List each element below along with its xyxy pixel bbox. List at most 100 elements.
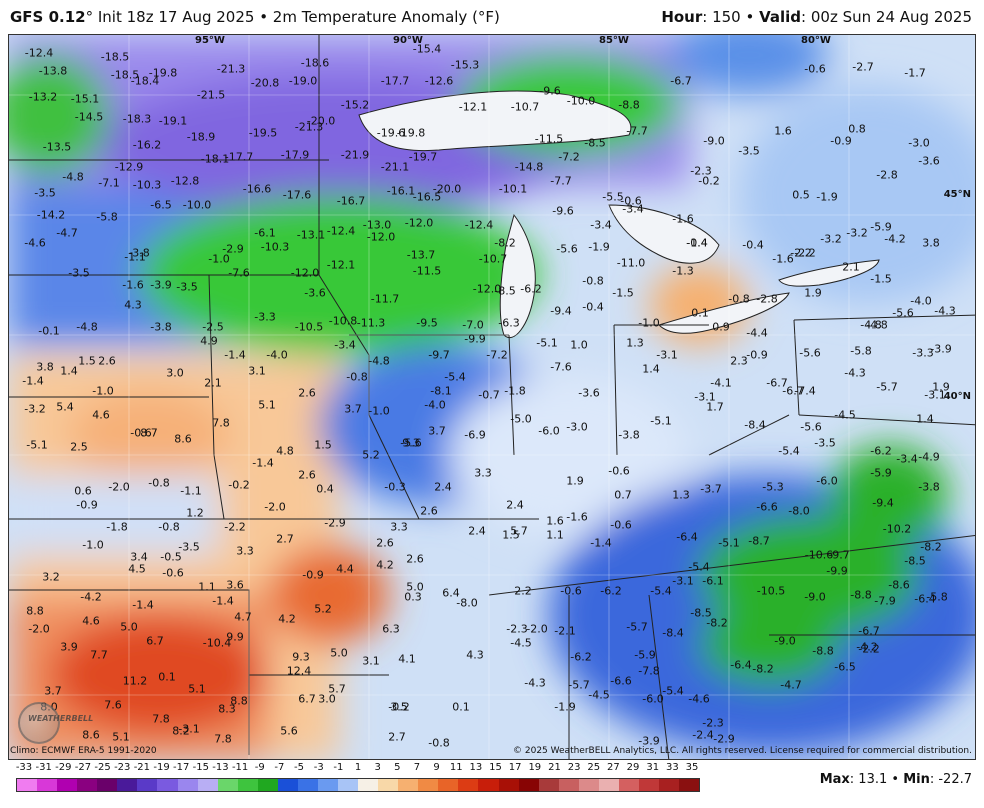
- anomaly-value: -1.0: [92, 384, 114, 398]
- anomaly-value: 1.9: [566, 474, 584, 488]
- anomaly-value: -2.9: [324, 516, 346, 530]
- anomaly-value: -0.8: [158, 520, 180, 534]
- colorbar-swatch: [598, 779, 619, 791]
- colorbar-swatch: [558, 779, 579, 791]
- colorbar-swatch: [659, 779, 680, 791]
- anomaly-value: -3.1: [178, 722, 200, 736]
- min-label: Min: [903, 772, 930, 787]
- anomaly-value: 0.4: [316, 482, 334, 496]
- anomaly-value: -14.5: [74, 110, 104, 124]
- anomaly-value: 8.6: [174, 432, 192, 446]
- anomaly-value: 3.8: [922, 236, 940, 250]
- anomaly-value: -1.5: [612, 286, 634, 300]
- colorbar-tick-label: 7: [413, 762, 421, 773]
- anomaly-value: -6.6: [756, 500, 778, 514]
- colorbar-swatch: [578, 779, 599, 791]
- anomaly-value: 6.4: [442, 586, 460, 600]
- anomaly-value: -4.8: [866, 318, 888, 332]
- anomaly-value: 0.8: [848, 122, 866, 136]
- anomaly-value: 0.1: [158, 670, 176, 684]
- anomaly-value: -10.3: [132, 178, 162, 192]
- hour-value: : 150 •: [702, 8, 760, 26]
- anomaly-value: -0.2: [388, 700, 410, 714]
- colorbar-tick-label: 19: [528, 762, 542, 773]
- anomaly-value: -6.7: [782, 384, 804, 398]
- anomaly-value: -4.8: [62, 170, 84, 184]
- longitude-80w: 80°W: [801, 35, 831, 46]
- anomaly-value: -8.8: [618, 98, 640, 112]
- colorbar-swatch: [57, 779, 78, 791]
- anomaly-value: -5.4: [778, 444, 800, 458]
- anomaly-value: -15.3: [450, 58, 480, 72]
- anomaly-value: 7.8: [214, 732, 232, 746]
- anomaly-value: -21.9: [340, 148, 370, 162]
- anomaly-value: -6.5: [150, 198, 172, 212]
- anomaly-value: -5.6: [400, 436, 422, 450]
- anomaly-value: -12.4: [326, 224, 356, 238]
- colorbar-swatch: [317, 779, 338, 791]
- anomaly-value: -4.0: [910, 294, 932, 308]
- anomaly-value: 1.1: [546, 528, 564, 542]
- anomaly-value: 3.4: [130, 550, 148, 564]
- anomaly-value: -4.1: [710, 376, 732, 390]
- colorbar-tick-label: -5: [294, 762, 305, 773]
- anomaly-value: -17.9: [280, 148, 310, 162]
- anomaly-value: -1.0: [208, 252, 230, 266]
- anomaly-value: -5.6: [556, 242, 578, 256]
- anomaly-value: -1.4: [590, 536, 612, 550]
- anomaly-value: -4.3: [844, 366, 866, 380]
- anomaly-value: -6.7: [766, 376, 788, 390]
- anomaly-value: -3.5: [68, 266, 90, 280]
- anomaly-value: 8.8: [26, 604, 44, 618]
- anomaly-value: -5.4: [662, 684, 684, 698]
- anomaly-value: -5.9: [870, 466, 892, 480]
- anomaly-value: 0.1: [691, 306, 709, 320]
- anomaly-value: -3.4: [622, 202, 644, 216]
- anomaly-value: -9.9: [826, 564, 848, 578]
- anomaly-value: 2.4: [506, 498, 524, 512]
- valid-label: Valid: [759, 8, 802, 26]
- anomaly-value: -3.3: [254, 310, 276, 324]
- anomaly-value: -10.3: [260, 240, 290, 254]
- anomaly-value: -4.6: [688, 692, 710, 706]
- hour-label: Hour: [661, 8, 703, 26]
- anomaly-value: -12.0: [290, 266, 320, 280]
- anomaly-value: -1.9: [588, 240, 610, 254]
- anomaly-value: -9.5: [416, 316, 438, 330]
- anomaly-value: -2.2: [794, 246, 816, 260]
- colorbar-swatch: [378, 779, 399, 791]
- anomaly-value: -3.4: [896, 452, 918, 466]
- anomaly-value: 2.3: [730, 354, 748, 368]
- anomaly-value: -3.4: [590, 218, 612, 232]
- anomaly-value: -7.6: [550, 360, 572, 374]
- colorbar-tick-label: 13: [469, 762, 483, 773]
- colorbar-tick-label: -27: [74, 762, 92, 773]
- anomaly-value: 2.5: [70, 440, 88, 454]
- anomaly-value: -8.4: [662, 626, 684, 640]
- anomaly-value: -0.4: [742, 238, 764, 252]
- anomaly-value: -18.4: [130, 74, 160, 88]
- anomaly-value: -11.3: [356, 316, 386, 330]
- model-name: GFS 0.12: [10, 8, 86, 26]
- anomaly-value: -5.1: [650, 414, 672, 428]
- anomaly-value: 6.7: [146, 634, 164, 648]
- colorbar-swatch: [117, 779, 138, 791]
- anomaly-value: -1.8: [106, 520, 128, 534]
- colorbar-tick-label: 11: [449, 762, 463, 773]
- anomaly-value: -2.3: [690, 164, 712, 178]
- anomaly-value: -7.2: [558, 150, 580, 164]
- colorbar-swatch: [177, 779, 198, 791]
- anomaly-value: -3.9: [930, 342, 952, 356]
- anomaly-value: -0.8: [728, 292, 750, 306]
- anomaly-value: -5.4: [444, 370, 466, 384]
- anomaly-value: -5.1: [536, 336, 558, 350]
- anomaly-value: 12.4: [286, 664, 312, 678]
- anomaly-value: -3.5: [176, 280, 198, 294]
- colorbar-tick-label: -25: [94, 762, 111, 773]
- anomaly-value: -2.8: [756, 292, 778, 306]
- longitude-95w: 95°W: [195, 35, 225, 46]
- anomaly-value: -12.9: [114, 160, 144, 174]
- anomaly-value: -5.0: [510, 412, 532, 426]
- anomaly-value: -4.8: [368, 354, 390, 368]
- anomaly-value: -6.1: [702, 574, 724, 588]
